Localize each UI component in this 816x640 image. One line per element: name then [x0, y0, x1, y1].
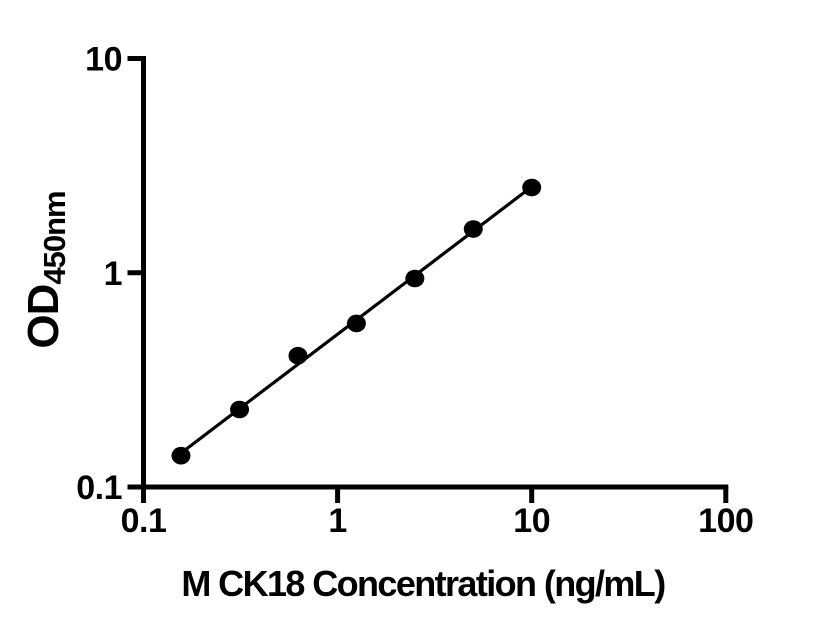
y-axis-title: OD450nm	[19, 120, 72, 420]
data-point	[288, 346, 308, 365]
x-tick-label: 10	[513, 502, 550, 540]
x-tick-label: 0.1	[121, 502, 167, 540]
data-point	[346, 314, 366, 333]
data-point	[522, 178, 542, 197]
y-tick-label: 0.1	[76, 469, 122, 507]
data-point	[171, 446, 191, 465]
y-axis-title-main: OD	[19, 284, 68, 349]
x-tick-label: 1	[328, 502, 346, 540]
x-axis-title: M CK18 Concentration (ng/mL)	[181, 563, 666, 604]
y-axis-title-subscript: 450nm	[37, 191, 72, 285]
y-tick-label: 10	[85, 41, 122, 79]
data-point	[230, 400, 250, 419]
y-tick-label: 1	[104, 255, 122, 293]
data-point	[405, 269, 425, 288]
data-point	[463, 220, 483, 238]
x-tick-label: 100	[698, 502, 753, 540]
